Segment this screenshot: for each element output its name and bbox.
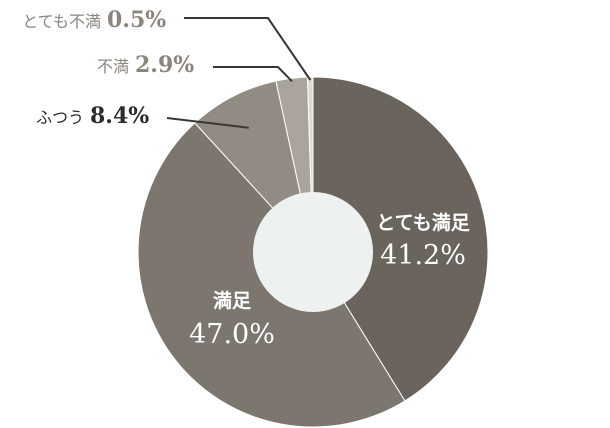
slice-value-totemo-manzoku: 41.2% <box>380 240 466 271</box>
leader-line-futsuu <box>166 117 249 129</box>
donut-center-hole <box>253 192 373 312</box>
leader-line-totemo-fuman <box>184 17 312 81</box>
pie-slice-0 <box>312 76 489 402</box>
slice-value-futsuu: 8.4% <box>90 103 149 129</box>
slice-value-totemo-fuman: 0.5% <box>107 7 166 33</box>
slice-label-totemo-manzoku: とても満足 <box>376 212 470 234</box>
leader-line-fuman <box>213 66 293 82</box>
slice-label-fuman: 不満 <box>97 57 129 76</box>
leader-lines <box>166 17 312 129</box>
slice-value-fuman: 2.9% <box>135 52 194 78</box>
slice-label-futsuu: ふつう <box>36 108 84 127</box>
slice-value-manzoku: 47.0% <box>189 319 275 350</box>
slice-label-totemo-fuman: とても不満 <box>22 12 101 31</box>
slice-label-manzoku: 満足 <box>213 290 252 312</box>
